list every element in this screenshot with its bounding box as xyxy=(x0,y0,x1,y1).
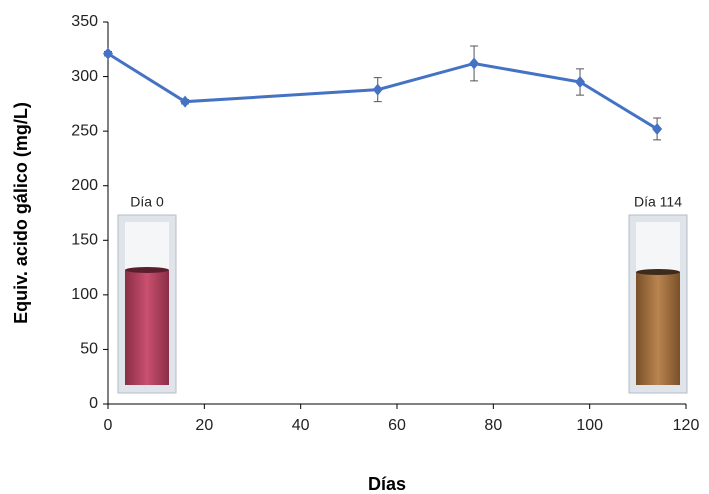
y-axis-title: Equiv. acido gálico (mg/L) xyxy=(11,102,31,324)
marker xyxy=(180,96,190,108)
x-tick-label: 20 xyxy=(195,417,213,434)
chart: Día 0 Día 114 Días Equiv. acido gálico (… xyxy=(0,0,709,494)
x-tick-label: 120 xyxy=(673,417,700,434)
x-tick-label: 40 xyxy=(292,417,310,434)
y-tick-label: 150 xyxy=(71,232,98,249)
cuvette-day-114 xyxy=(629,215,687,393)
annotation: Día 114 xyxy=(634,194,682,210)
line xyxy=(108,54,657,129)
x-tick-label: 80 xyxy=(484,417,502,434)
annotation: Día 0 xyxy=(130,194,164,210)
marker xyxy=(373,84,383,96)
y-tick-label: 250 xyxy=(71,122,98,139)
marker xyxy=(652,123,662,135)
x-tick-label: 0 xyxy=(104,417,113,434)
x-tick-label: 100 xyxy=(576,417,603,434)
marker xyxy=(469,57,479,69)
y-tick-label: 200 xyxy=(71,177,98,194)
y-tick-label: 350 xyxy=(71,13,98,30)
marker xyxy=(103,48,113,60)
y-tick-label: 50 xyxy=(80,341,98,358)
marker xyxy=(575,76,585,88)
y-tick-label: 300 xyxy=(71,68,98,85)
x-axis-title: Días xyxy=(368,474,406,494)
y-tick-label: 0 xyxy=(89,395,98,412)
x-tick-label: 60 xyxy=(388,417,406,434)
cuvette-day-0 xyxy=(118,215,176,393)
y-tick-label: 100 xyxy=(71,286,98,303)
